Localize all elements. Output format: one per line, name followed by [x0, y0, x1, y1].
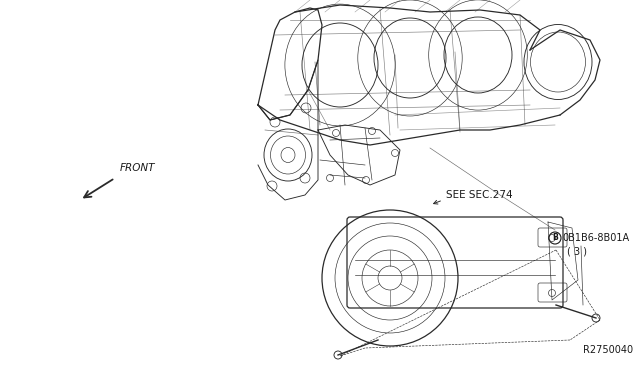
Text: ( 3 ): ( 3 ) — [567, 246, 587, 256]
Text: SEE SEC.274: SEE SEC.274 — [446, 190, 513, 200]
Text: 0B1B6-8B01A: 0B1B6-8B01A — [562, 233, 629, 243]
Text: B: B — [552, 234, 558, 243]
Text: FRONT: FRONT — [120, 163, 156, 173]
Text: R2750040: R2750040 — [583, 345, 633, 355]
